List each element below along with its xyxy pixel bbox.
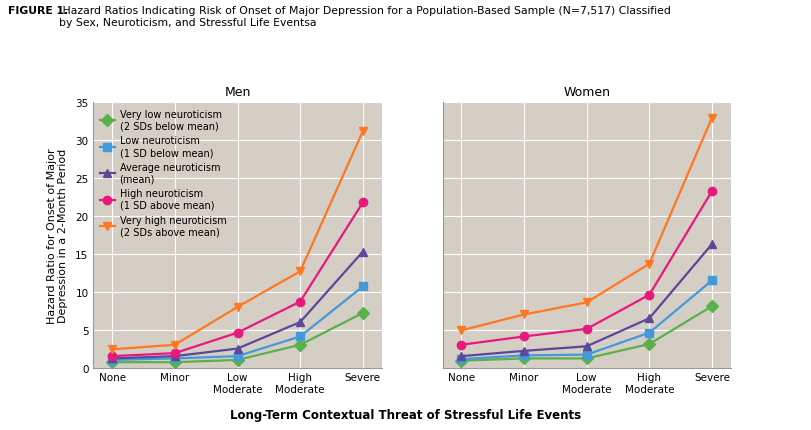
Text: FIGURE 1.: FIGURE 1.	[8, 6, 68, 16]
Title: Men: Men	[224, 86, 251, 99]
Legend: Very low neuroticism
(2 SDs below mean), Low neuroticism
(1 SD below mean), Aver: Very low neuroticism (2 SDs below mean),…	[98, 108, 228, 239]
Y-axis label: Hazard Ratio for Onset of Major
Depression in a 2-Month Period: Hazard Ratio for Onset of Major Depressi…	[47, 148, 68, 323]
Title: Women: Women	[563, 86, 609, 99]
Text: Hazard Ratios Indicating Risk of Onset of Major Depression for a Population-Base: Hazard Ratios Indicating Risk of Onset o…	[59, 6, 671, 28]
Text: Long-Term Contextual Threat of Stressful Life Events: Long-Term Contextual Threat of Stressful…	[230, 408, 581, 421]
